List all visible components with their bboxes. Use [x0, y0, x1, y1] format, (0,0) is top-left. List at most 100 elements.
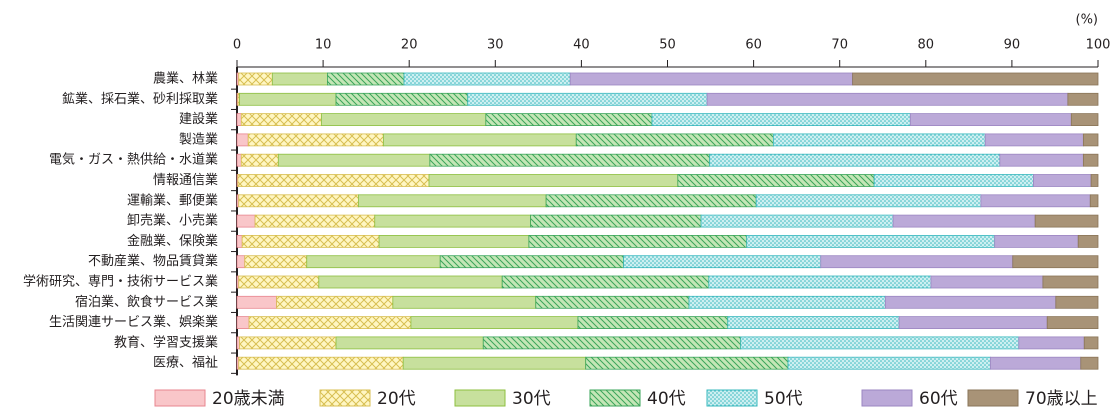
- x-tick-label: 70: [831, 38, 848, 53]
- x-tick-label: 10: [315, 38, 332, 53]
- bar-segment: [403, 72, 571, 86]
- bar-segment: [528, 234, 748, 248]
- y-tick-label: 学術研究、専門・技術サービス業: [23, 274, 218, 290]
- bar-segment: [892, 214, 1036, 228]
- bar-segment: [482, 336, 742, 350]
- bar-segment: [382, 133, 577, 147]
- bar-segment: [238, 275, 320, 289]
- bar-segment: [746, 234, 996, 248]
- y-tick-label: 電気・ガス・熱供給・水道業: [49, 152, 218, 168]
- bar-segment: [909, 113, 1072, 126]
- bar-segment: [623, 255, 822, 269]
- bar-segment: [727, 316, 900, 330]
- bar-segment: [884, 295, 1057, 309]
- bar-segment: [238, 356, 404, 370]
- bar-segment: [706, 92, 1069, 106]
- bar-segment: [1046, 316, 1099, 330]
- bar-segment: [392, 295, 537, 309]
- legend-label: 50代: [764, 389, 803, 408]
- bar-segment: [1055, 295, 1099, 309]
- y-tick-label: 農業、林業: [153, 71, 218, 87]
- bar-segment: [236, 316, 250, 330]
- bar-segment: [1070, 113, 1099, 126]
- y-tick-label: 鉱業、採石業、砂利採取業: [62, 91, 218, 107]
- x-tick-label: 20: [401, 38, 418, 53]
- y-tick-label: 教育、学習支援業: [114, 334, 218, 350]
- bar-segment: [989, 356, 1082, 370]
- bar-segment: [374, 214, 532, 228]
- y-tick-label: 宿泊業、飲食サービス業: [75, 294, 218, 310]
- bar-segment: [239, 336, 337, 350]
- x-tick-label: 30: [487, 38, 504, 53]
- bar-segment: [236, 214, 256, 228]
- bar-segment: [237, 174, 430, 187]
- bar-segment: [1082, 153, 1099, 167]
- bar-segment: [241, 234, 380, 248]
- bar-segment: [1082, 133, 1099, 147]
- bar-segment: [240, 153, 279, 167]
- bar-segment: [1089, 194, 1099, 208]
- y-tick-label: 運輸業、郵便業: [127, 192, 218, 208]
- legend-label: 20代: [377, 389, 416, 408]
- bar-segment: [485, 113, 653, 126]
- y-tick-label: 建設業: [179, 111, 218, 127]
- bar-segment: [247, 133, 384, 147]
- y-tick-label: 生活関連サービス業、娯楽業: [49, 314, 218, 330]
- bar-segment: [501, 275, 710, 289]
- y-tick-label: 製造業: [179, 131, 218, 147]
- bar-segment: [852, 72, 1099, 86]
- y-tick-label: 金融業、保険業: [127, 233, 218, 249]
- bar-segment: [236, 234, 243, 248]
- bar-segment: [1080, 356, 1099, 370]
- y-tick-label: 情報通信業: [153, 172, 218, 188]
- legend-swatch: [706, 389, 758, 407]
- bar-segment: [358, 194, 547, 208]
- bar-segment: [236, 295, 278, 309]
- bar-segment: [277, 153, 431, 167]
- y-tick-label: 医療、福祉: [153, 356, 218, 371]
- legend-label: 60代: [919, 389, 958, 408]
- bar-segment: [677, 174, 875, 187]
- x-tick-label: 40: [573, 38, 590, 53]
- legend-swatch: [967, 389, 1019, 407]
- legend-label: 30代: [512, 389, 551, 408]
- y-tick-label: 不動産業、物品賃貸業: [88, 253, 218, 269]
- bar-segment: [1090, 174, 1099, 187]
- y-tick-label: 卸売業、小売業: [127, 213, 218, 229]
- bar-segment: [236, 255, 246, 269]
- bar-segment: [320, 113, 487, 126]
- bar-segment: [335, 336, 484, 350]
- bar-segment: [1033, 174, 1092, 187]
- bar-segment: [873, 174, 1034, 187]
- legend-swatch: [319, 389, 371, 407]
- bar-segment: [1018, 336, 1085, 350]
- bar-segment: [755, 194, 982, 208]
- legend-swatch: [154, 389, 206, 407]
- bar-segment: [545, 194, 757, 208]
- bar-segment: [984, 133, 1084, 147]
- bar-segment: [1067, 92, 1099, 106]
- bar-segment: [402, 356, 587, 370]
- bar-segment: [651, 113, 911, 126]
- bar-segment: [240, 113, 322, 126]
- bar-segment: [306, 255, 441, 269]
- bar-segment: [236, 133, 249, 147]
- bar-segment: [535, 295, 690, 309]
- bar-segment: [773, 133, 986, 147]
- bar-segment: [709, 153, 1001, 167]
- bar-segment: [271, 72, 328, 86]
- x-tick-label: 100: [1086, 38, 1111, 53]
- x-tick-label: 80: [918, 38, 935, 53]
- legend-label: 40代: [647, 389, 686, 408]
- bar-segment: [1042, 275, 1099, 289]
- bar-segment: [999, 153, 1084, 167]
- bar-segment: [1083, 336, 1099, 350]
- bar-segment: [700, 214, 894, 228]
- bar-segment: [994, 234, 1079, 248]
- bar-segment: [276, 295, 394, 309]
- bar-segment: [327, 72, 405, 86]
- bar-segment: [1034, 214, 1099, 228]
- bar-segment: [577, 316, 729, 330]
- legend-label: 20歳未満: [212, 389, 285, 408]
